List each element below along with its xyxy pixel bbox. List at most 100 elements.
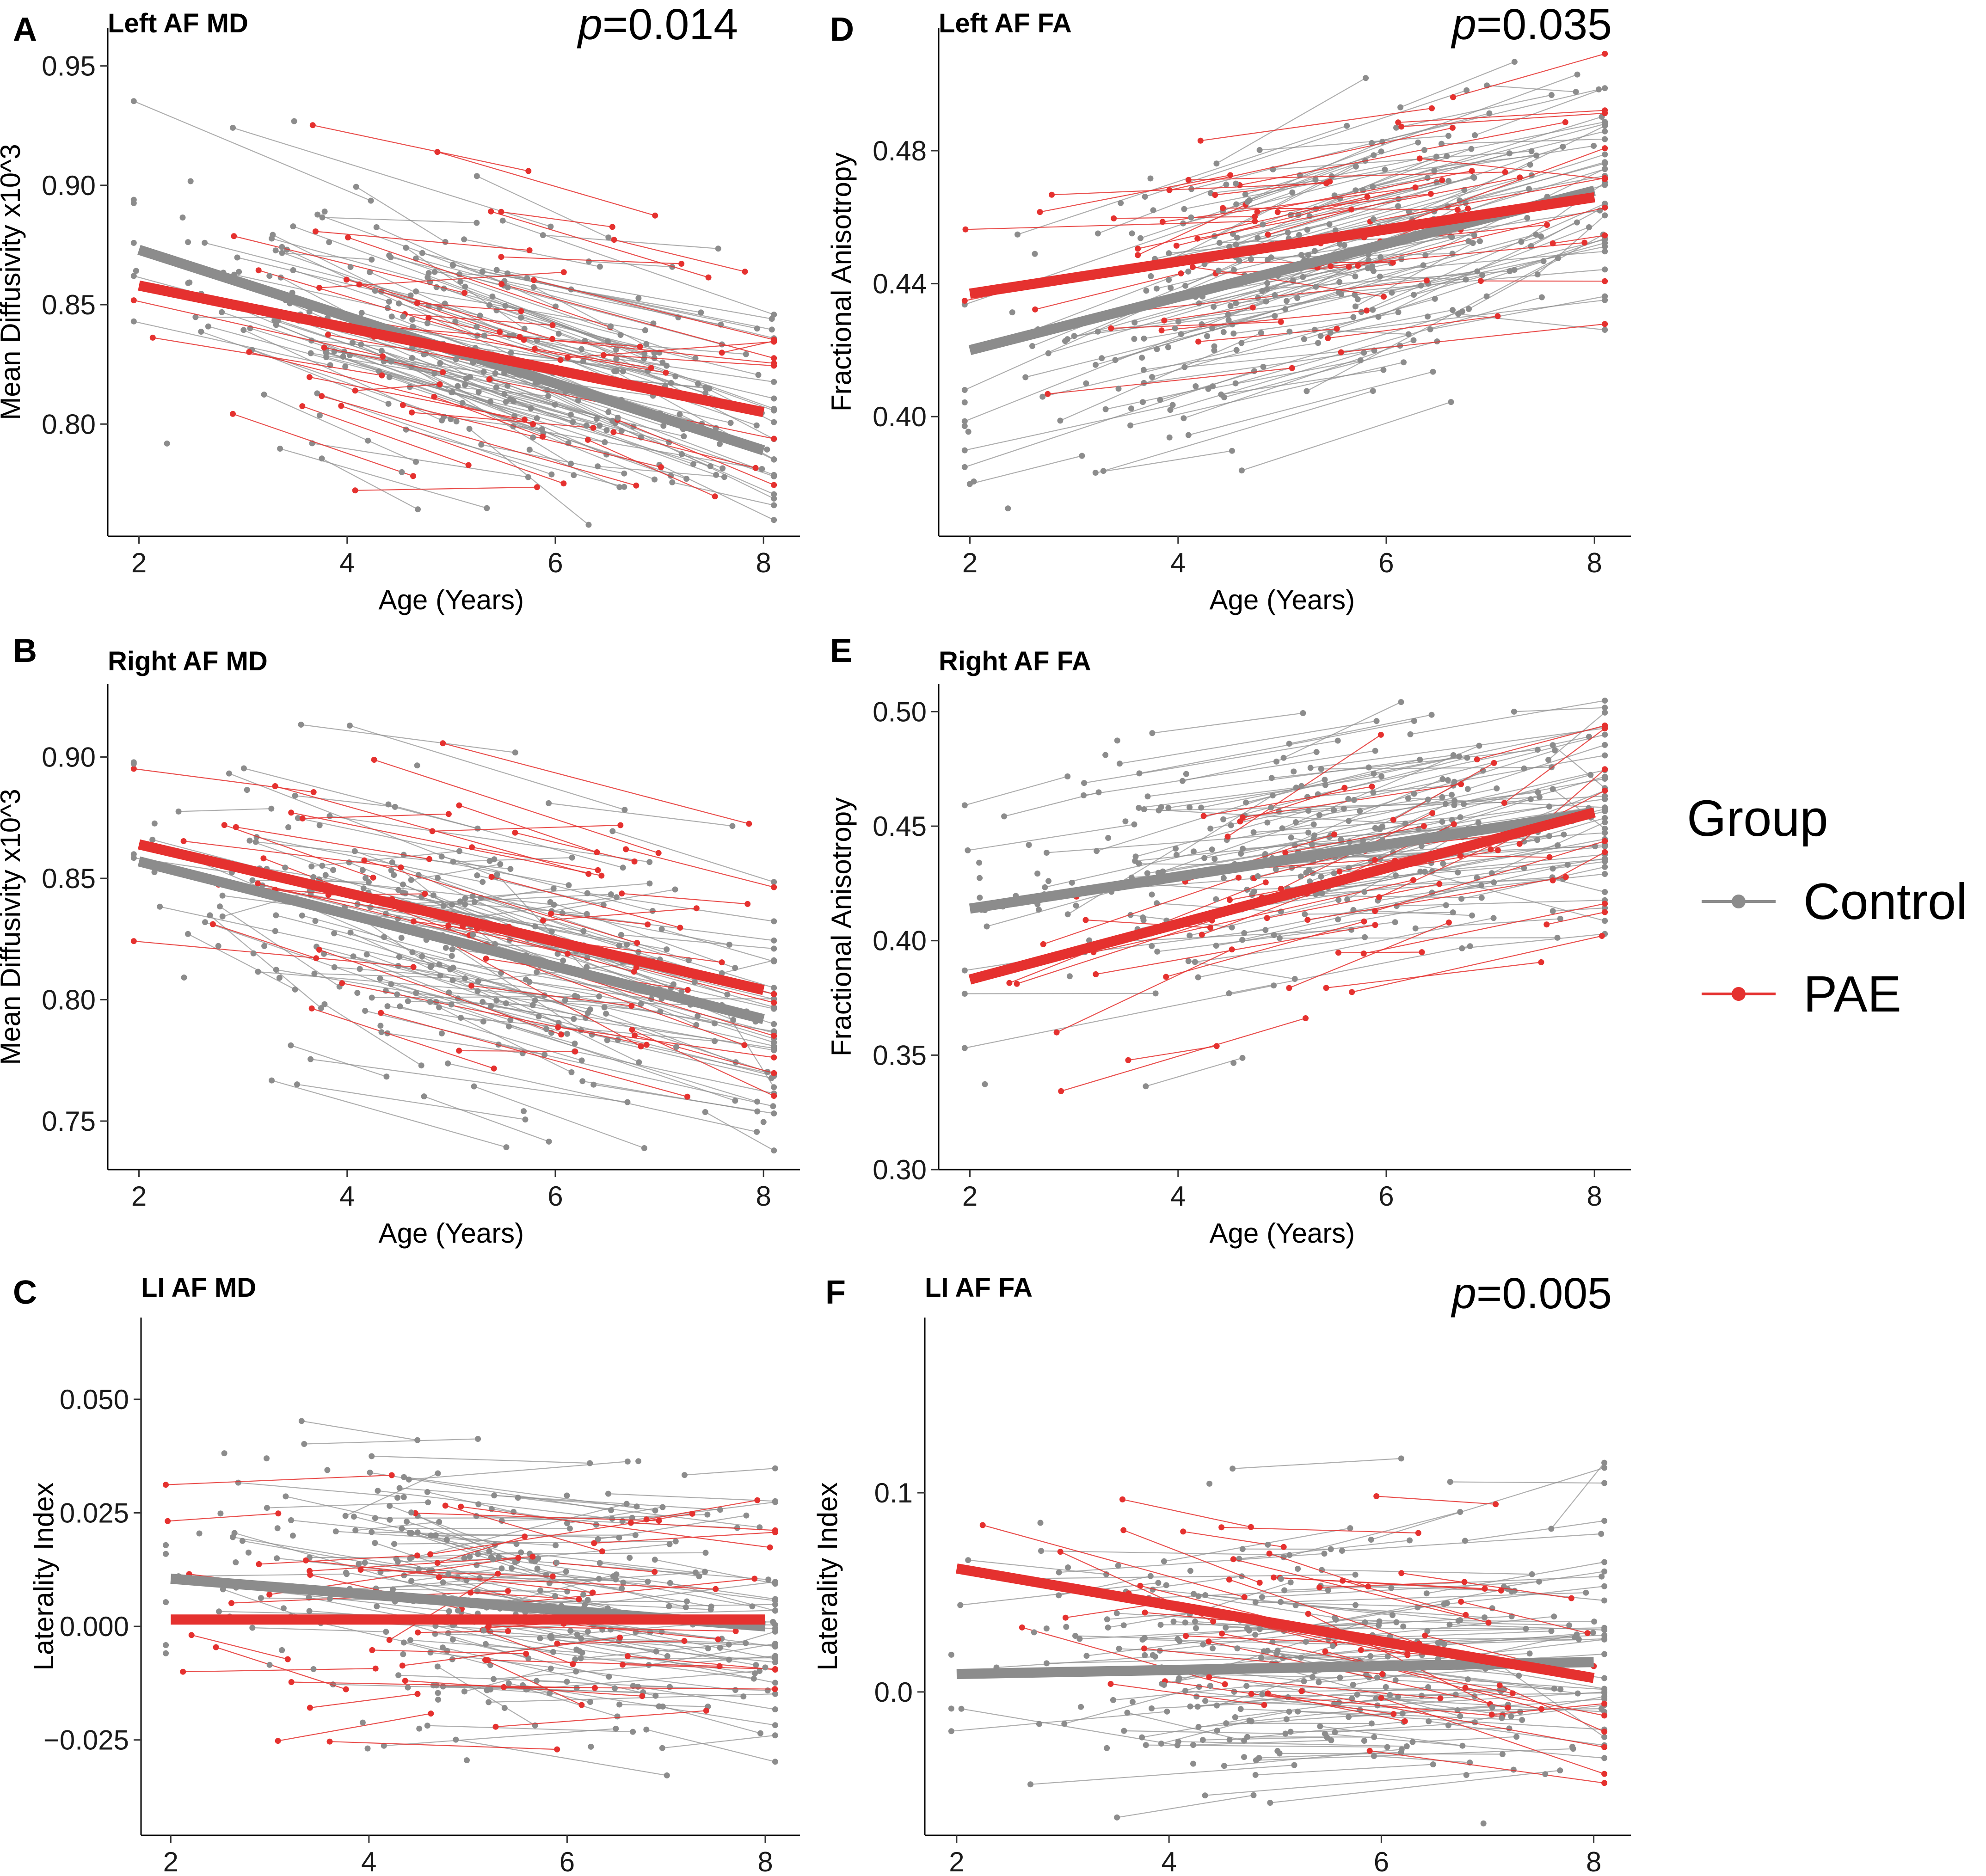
panel-title: LI AF FA (925, 1273, 1033, 1303)
y-tick-label: 0.85 (42, 863, 96, 894)
control-trajectory (1195, 937, 1365, 963)
pae-point (771, 1033, 777, 1039)
control-point (1179, 778, 1186, 784)
control-point (414, 1529, 421, 1536)
control-trajectory (1336, 1619, 1569, 1626)
control-trajectory (436, 287, 621, 336)
pae-point (1199, 932, 1205, 938)
control-trajectory (1431, 168, 1605, 222)
control-point (1104, 1745, 1110, 1751)
control-point (1602, 815, 1608, 821)
pae-point (213, 1644, 219, 1650)
control-point (157, 903, 163, 910)
control-trajectory (410, 1503, 627, 1559)
control-point (1400, 1623, 1407, 1630)
control-point (525, 474, 531, 480)
pae-point (620, 1661, 626, 1668)
control-point (1176, 1675, 1182, 1681)
control-point (1358, 309, 1365, 315)
pae-point (1562, 874, 1569, 880)
pae-point (1365, 1583, 1371, 1590)
control-point (1415, 139, 1421, 146)
control-point (1319, 890, 1325, 896)
control-point (522, 1116, 529, 1123)
control-trajectory (334, 351, 653, 397)
control-trajectory (1162, 808, 1344, 872)
control-point (288, 1517, 294, 1523)
control-point (164, 440, 170, 447)
pae-point (1210, 1619, 1217, 1625)
pae-trajectory (437, 1536, 525, 1563)
control-point (438, 853, 445, 860)
control-point (414, 762, 420, 769)
pae-trajectory (1504, 728, 1605, 803)
control-point (1246, 1717, 1253, 1724)
control-point (239, 1538, 246, 1544)
pae-point (427, 1551, 434, 1557)
control-point (409, 316, 416, 323)
control-point (388, 313, 395, 320)
pae-trajectory (508, 1578, 755, 1604)
pae-point (1602, 232, 1608, 239)
control-point (1371, 1734, 1377, 1740)
pae-point (1331, 831, 1338, 838)
control-point (494, 871, 500, 877)
pae-point (771, 435, 777, 442)
control-point (1029, 343, 1035, 349)
pae-trajectory (1110, 1683, 1265, 1706)
control-point (578, 1057, 585, 1064)
control-point (1273, 866, 1279, 872)
control-trajectory (1412, 125, 1605, 220)
control-point (1259, 1594, 1265, 1600)
pae-point (752, 465, 759, 471)
control-point (319, 214, 326, 221)
control-point (1318, 873, 1324, 880)
control-trajectory (312, 442, 529, 478)
y-tick-label: 0.48 (873, 135, 927, 166)
control-point (1161, 1682, 1167, 1688)
control-point (1405, 795, 1411, 802)
control-point (462, 895, 468, 901)
pae-point (1252, 218, 1258, 225)
control-point (1526, 1650, 1533, 1657)
control-point (1223, 1625, 1229, 1631)
control-trajectory (543, 234, 719, 249)
pae-trajectory (1215, 181, 1330, 196)
pae-trajectory (627, 1655, 775, 1670)
control-trajectory (996, 1656, 1156, 1668)
control-trajectory (416, 291, 646, 331)
control-point (743, 1512, 750, 1519)
control-point (1602, 705, 1608, 711)
control-point (534, 1565, 541, 1572)
control-point (1172, 325, 1178, 331)
control-point (1469, 912, 1475, 919)
control-point (1332, 227, 1339, 233)
pae-trajectory (1209, 1676, 1441, 1699)
control-point (1264, 286, 1270, 292)
control-point (130, 851, 137, 858)
control-point (1403, 1743, 1410, 1749)
control-point (651, 350, 658, 356)
control-trajectory (435, 1625, 553, 1653)
control-trajectory (375, 1542, 480, 1579)
pae-trajectory (1113, 216, 1255, 219)
control-point (554, 950, 561, 957)
pae-trajectory (258, 270, 561, 361)
control-point (1417, 756, 1423, 763)
control-point (1221, 1763, 1227, 1769)
pae-trajectory (258, 883, 470, 936)
pae-trajectory (1285, 825, 1424, 853)
control-point (1583, 1589, 1589, 1596)
pae-point (1334, 325, 1340, 332)
control-point (1027, 1781, 1033, 1788)
control-point (659, 1504, 666, 1510)
control-point (1310, 821, 1317, 828)
control-point (1430, 368, 1436, 375)
control-point (1114, 1814, 1120, 1821)
control-trajectory (1391, 275, 1482, 294)
control-point (1363, 75, 1369, 81)
pae-trajectory (443, 742, 750, 824)
control-point (1102, 406, 1109, 412)
control-trajectory (498, 1044, 774, 1107)
